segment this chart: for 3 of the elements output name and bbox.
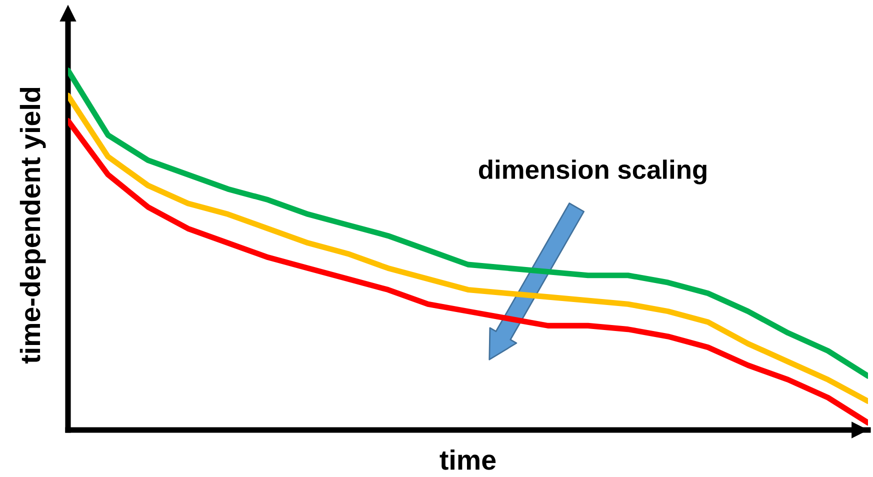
y-axis-title: time-dependent yield bbox=[20, 88, 46, 364]
x-axis-title: time bbox=[440, 449, 496, 470]
annotation: dimension scaling bbox=[478, 160, 706, 184]
